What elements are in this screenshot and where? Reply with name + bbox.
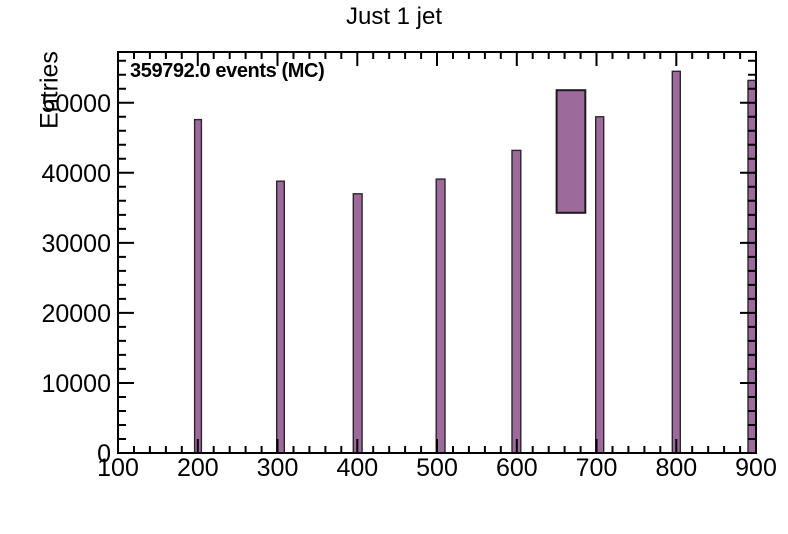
x-tick-label: 100 <box>97 454 139 482</box>
histogram-bar <box>193 118 203 454</box>
x-tick-label: 400 <box>336 454 378 482</box>
y-tick-label: 30000 <box>41 230 111 258</box>
events-annotation: 359792.0 events (MC) <box>130 60 325 82</box>
x-tick-label: 300 <box>257 454 299 482</box>
x-tick-label: 200 <box>177 454 219 482</box>
axis-ticks <box>117 52 757 454</box>
y-tick-label: 50000 <box>41 90 111 118</box>
error-box <box>555 89 587 214</box>
x-tick-label: 800 <box>655 454 697 482</box>
y-tick-label: 0 <box>97 440 111 468</box>
x-tick-label: 500 <box>416 454 458 482</box>
histogram-bar <box>511 149 522 454</box>
histogram-bar <box>352 193 363 454</box>
y-tick-label: 20000 <box>41 300 111 328</box>
x-tick-label: 600 <box>496 454 538 482</box>
y-tick-label: 10000 <box>41 370 111 398</box>
histogram-bar <box>276 180 286 454</box>
histogram-bar <box>671 70 681 454</box>
x-tick-label: 900 <box>735 454 777 482</box>
x-tick-label: 700 <box>576 454 618 482</box>
histogram-bar <box>435 178 446 454</box>
histogram-bar <box>595 116 605 454</box>
y-tick-label: 40000 <box>41 160 111 188</box>
chart-title: Just 1 jet <box>345 3 443 30</box>
